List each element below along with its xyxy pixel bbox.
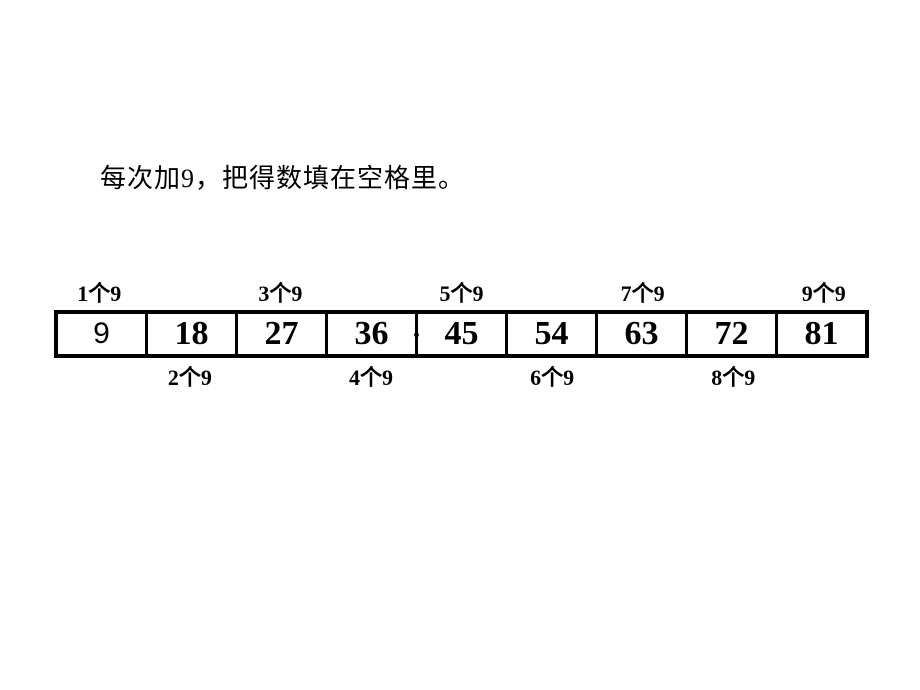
top-label-9: 9个9 xyxy=(779,276,870,308)
top-label-2 xyxy=(145,276,236,308)
cell-1: 9 xyxy=(58,314,148,354)
cell-5: 45 xyxy=(418,314,508,354)
center-dot-icon: • xyxy=(413,325,420,348)
top-label-4 xyxy=(326,276,417,308)
top-label-8 xyxy=(688,276,779,308)
instruction-text: 每次加9，把得数填在空格里。 xyxy=(100,158,465,195)
bottom-label-4: 4个9 xyxy=(326,360,417,392)
cell-9: 81 xyxy=(778,314,865,354)
cell-8: 72 xyxy=(688,314,778,354)
bottom-label-2: 2个9 xyxy=(145,360,236,392)
cell-7: 63 xyxy=(598,314,688,354)
cell-2: 18 xyxy=(148,314,238,354)
bottom-label-9 xyxy=(779,360,870,392)
bottom-label-1 xyxy=(54,360,145,392)
cell-6: 54 xyxy=(508,314,598,354)
top-label-5: 5个9 xyxy=(416,276,507,308)
bottom-label-8: 8个9 xyxy=(688,360,779,392)
cell-4: 36 xyxy=(328,314,418,354)
cell-3: 27 xyxy=(238,314,328,354)
top-label-6 xyxy=(507,276,598,308)
top-label-3: 3个9 xyxy=(235,276,326,308)
bottom-label-6: 6个9 xyxy=(507,360,598,392)
bottom-label-7 xyxy=(597,360,688,392)
number-table-area: 1个9 3个9 5个9 7个9 9个9 9 18 27 36 45 54 63 … xyxy=(54,276,869,392)
top-labels-row: 1个9 3个9 5个9 7个9 9个9 xyxy=(54,276,869,308)
bottom-label-5 xyxy=(416,360,507,392)
bottom-label-3 xyxy=(235,360,326,392)
top-label-7: 7个9 xyxy=(597,276,688,308)
bottom-labels-row: 2个9 4个9 6个9 8个9 xyxy=(54,360,869,392)
number-table: 9 18 27 36 45 54 63 72 81 xyxy=(54,310,869,358)
top-label-1: 1个9 xyxy=(54,276,145,308)
